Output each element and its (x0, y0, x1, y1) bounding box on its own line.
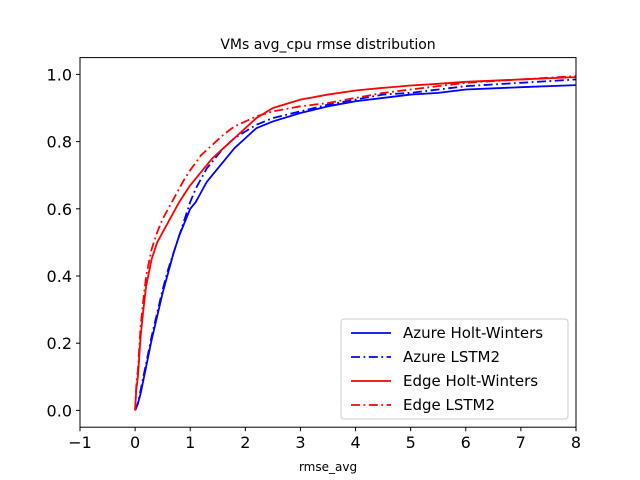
legend-label: Azure LSTM2 (403, 348, 500, 366)
series-layer (134, 75, 576, 411)
x-axis: −1 0 1 2 3 4 5 6 7 8 (68, 427, 581, 452)
x-axis-label: rmse_avg (299, 460, 357, 474)
x-tick-label: 8 (571, 433, 581, 452)
legend-box (340, 318, 569, 420)
legend-label: Azure Holt-Winters (403, 324, 543, 342)
plot-frame (79, 57, 577, 428)
legend-label: Edge Holt-Winters (403, 372, 538, 390)
y-tick-label: 1.0 (47, 65, 72, 84)
x-tick-label: 1 (185, 433, 195, 452)
chart-title: VMs avg_cpu rmse distribution (220, 37, 435, 53)
x-tick-label: 0 (130, 433, 140, 452)
x-tick-label: 4 (350, 433, 360, 452)
x-tick-label: 5 (406, 433, 416, 452)
x-tick-label: 3 (295, 433, 305, 452)
y-axis: 0.0 0.2 0.4 0.6 0.8 1.0 (47, 65, 80, 420)
series-line-3 (134, 76, 576, 411)
x-tick-label: 7 (516, 433, 526, 452)
series-line-4 (134, 75, 576, 411)
y-tick-label: 0.4 (47, 267, 72, 286)
y-tick-label: 0.0 (47, 401, 72, 420)
legend: Azure Holt-Winters Azure LSTM2 Edge Holt-W… (340, 318, 569, 420)
series-line-2 (134, 78, 576, 411)
legend-label: Edge LSTM2 (403, 396, 495, 414)
x-tick-label: 2 (240, 433, 250, 452)
x-tick-label: 6 (461, 433, 471, 452)
x-tick-label: −1 (68, 433, 92, 452)
y-tick-label: 0.8 (47, 133, 72, 152)
y-tick-label: 0.2 (47, 334, 72, 353)
y-tick-label: 0.6 (47, 200, 72, 219)
